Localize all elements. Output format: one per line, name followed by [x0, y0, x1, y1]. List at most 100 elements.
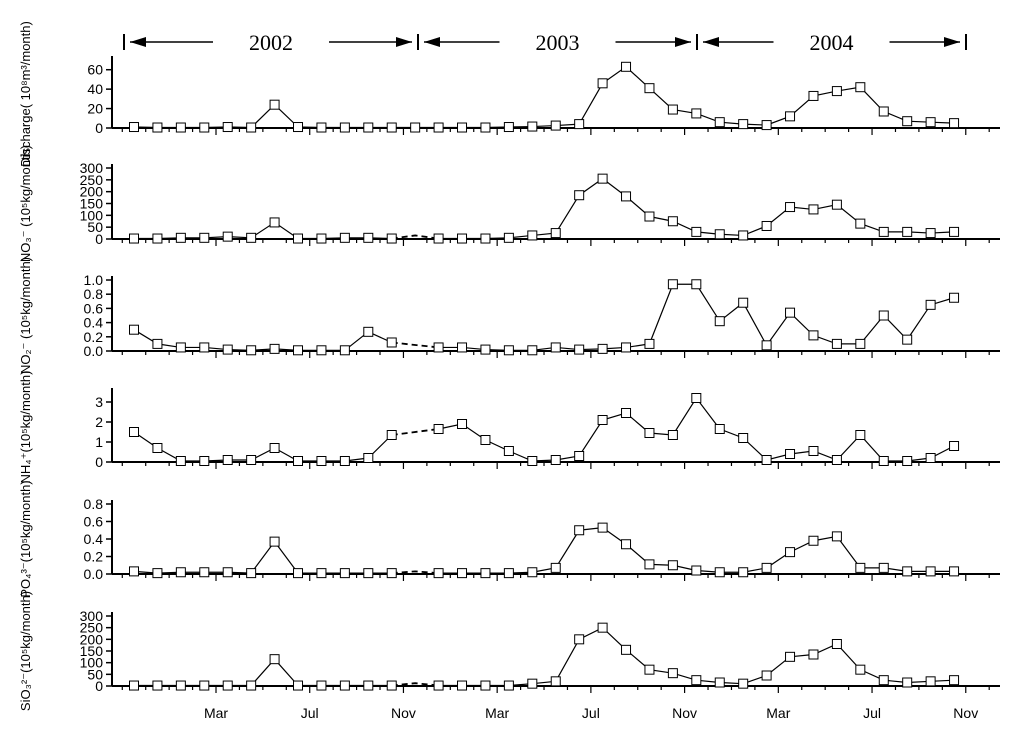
data-point [152, 568, 163, 579]
y-tick-label: 1.0 [84, 272, 104, 288]
data-point [527, 567, 538, 578]
data-point [878, 310, 889, 321]
data-point [457, 122, 468, 133]
data-point [761, 455, 772, 465]
data-point [480, 568, 491, 579]
y-tick-label: 50 [87, 666, 103, 682]
data-point [246, 232, 257, 243]
series-line-dashed [391, 570, 439, 575]
y-tick-label: 1 [95, 434, 103, 450]
data-point [316, 680, 327, 691]
data-point [199, 567, 210, 578]
data-point [480, 233, 491, 244]
data-point [386, 233, 397, 244]
data-point [738, 230, 749, 241]
data-point [902, 334, 913, 345]
year-arrowhead-left [130, 37, 146, 47]
data-point [925, 228, 936, 239]
data-point [738, 119, 749, 130]
data-point [363, 680, 374, 691]
year-arrowhead-right [675, 37, 691, 47]
data-point [808, 535, 819, 546]
data-point [714, 229, 725, 240]
y-tick-label: 0 [95, 454, 103, 470]
data-point [949, 441, 960, 451]
data-point [667, 430, 678, 440]
data-point [644, 428, 655, 438]
year-arrowhead-left [703, 37, 719, 47]
data-point [527, 456, 538, 466]
y-tick-label: 250 [80, 620, 104, 636]
data-point [363, 232, 374, 243]
data-point [902, 456, 913, 466]
data-point [246, 455, 257, 465]
data-point [175, 342, 186, 353]
data-point [199, 122, 210, 133]
data-point [785, 547, 796, 558]
data-point [925, 676, 936, 687]
y-tick-label: 20 [87, 101, 103, 117]
data-point [878, 562, 889, 573]
y-tick-label: 0.0 [84, 566, 104, 582]
y-tick-label: 0 [95, 678, 103, 694]
data-point [457, 419, 468, 429]
data-point [550, 228, 561, 239]
data-point [199, 232, 210, 243]
data-point [457, 342, 468, 353]
data-point [152, 122, 163, 133]
data-point [878, 675, 889, 686]
year-label: 2004 [810, 30, 854, 55]
data-point [761, 340, 772, 351]
data-point [738, 297, 749, 308]
data-point [386, 680, 397, 691]
data-point [316, 568, 327, 579]
data-point [621, 342, 632, 353]
data-point [949, 226, 960, 237]
data-point [480, 435, 491, 445]
y-tick-label: 0.2 [84, 329, 104, 345]
data-point [527, 678, 538, 689]
data-point [761, 562, 772, 573]
data-point [503, 232, 514, 243]
data-point [714, 567, 725, 578]
data-point [738, 567, 749, 578]
data-point [316, 345, 327, 356]
data-point [293, 345, 304, 356]
y-tick-label: 0.4 [84, 531, 104, 547]
data-point [527, 345, 538, 356]
data-point [855, 664, 866, 675]
data-point [222, 680, 233, 691]
data-point [246, 345, 257, 356]
y-tick-label: 200 [80, 184, 104, 200]
data-point [621, 539, 632, 550]
data-point [503, 680, 514, 691]
data-point [433, 568, 444, 579]
x-tick-label: Nov [953, 705, 978, 721]
data-point [269, 443, 280, 453]
data-point [386, 568, 397, 579]
data-point [902, 226, 913, 237]
data-point [738, 678, 749, 689]
data-point [902, 116, 913, 127]
data-point [949, 292, 960, 303]
y-tick-label: 100 [80, 207, 104, 223]
data-point [831, 86, 842, 97]
series-line-dashed [391, 234, 439, 240]
data-point [129, 680, 139, 691]
data-point [878, 106, 889, 117]
series-line [134, 221, 392, 240]
data-point [246, 122, 257, 133]
data-point [152, 338, 163, 349]
data-point [503, 122, 514, 133]
y-tick-label: 0.6 [84, 300, 104, 316]
data-point [316, 456, 327, 466]
data-point [269, 99, 280, 110]
y-tick-label: 0.8 [84, 496, 104, 512]
data-point [621, 644, 632, 655]
y-tick-label: 0.4 [84, 315, 104, 331]
y-axis-label: NH₄⁺(10⁵kg/month) [18, 371, 33, 484]
data-point [550, 676, 561, 687]
data-point [293, 456, 304, 466]
data-point [222, 344, 233, 355]
